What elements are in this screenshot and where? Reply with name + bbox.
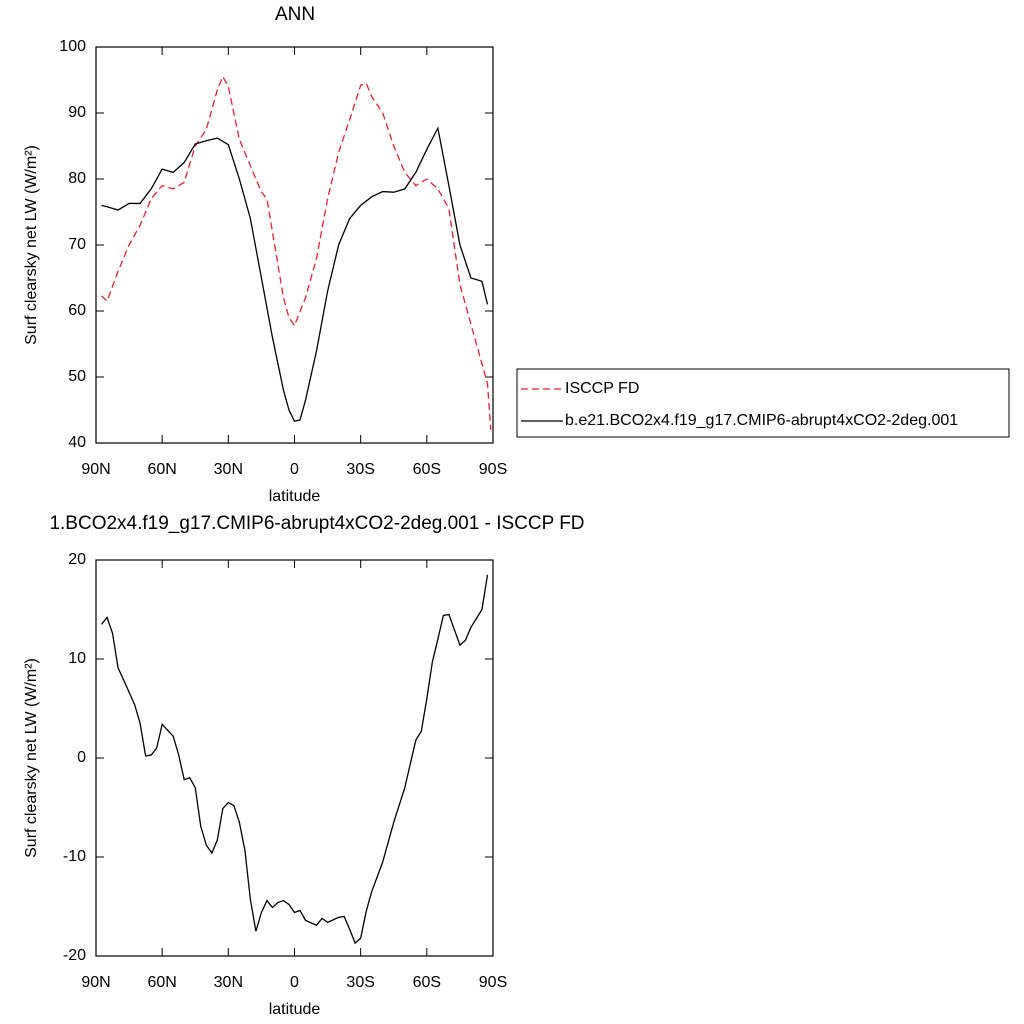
x-tick-label: 30N bbox=[214, 974, 243, 991]
chart-title: 1.BCO2x4.f19_g17.CMIP6-abrupt4xCO2-2deg.… bbox=[49, 513, 584, 534]
y-tick-label: 70 bbox=[68, 236, 86, 253]
y-tick-label: 60 bbox=[68, 302, 86, 319]
y-tick-label: 100 bbox=[59, 38, 86, 55]
x-tick-label: 90N bbox=[81, 461, 110, 478]
chart-title: ANN bbox=[275, 4, 315, 25]
y-axis-label: Surf clearsky net LW (W/m²) bbox=[23, 658, 40, 858]
legend-box bbox=[516, 368, 1010, 438]
y-tick-label: 40 bbox=[68, 434, 86, 451]
x-tick-label: 0 bbox=[290, 461, 299, 478]
x-tick-label: 0 bbox=[290, 974, 299, 991]
x-tick-label: 90S bbox=[479, 461, 507, 478]
y-tick-label: 10 bbox=[68, 650, 86, 667]
y-tick-label: 90 bbox=[68, 104, 86, 121]
y-tick-label: 50 bbox=[68, 368, 86, 385]
y-tick-label: -10 bbox=[63, 848, 86, 865]
x-tick-label: 90N bbox=[81, 974, 110, 991]
x-tick-label: 60S bbox=[413, 974, 441, 991]
plot-frame bbox=[95, 559, 494, 957]
legend-label: ISCCP FD bbox=[565, 380, 639, 397]
y-tick-label: 80 bbox=[68, 170, 86, 187]
data-line bbox=[101, 574, 489, 945]
x-tick-label: 90S bbox=[479, 974, 507, 991]
y-tick-label: 0 bbox=[77, 749, 86, 766]
x-tick-label: 60N bbox=[147, 974, 176, 991]
y-tick-label: 20 bbox=[68, 551, 86, 568]
x-tick-label: 60S bbox=[413, 461, 441, 478]
plot-frame bbox=[95, 46, 494, 444]
x-tick-label: 30S bbox=[346, 974, 374, 991]
x-axis-label: latitude bbox=[269, 1001, 321, 1018]
data-line bbox=[101, 126, 489, 422]
x-tick-label: 60N bbox=[147, 461, 176, 478]
legend-label: b.e21.BCO2x4.f19_g17.CMIP6-abrupt4xCO2-2… bbox=[565, 412, 958, 429]
y-axis-label: Surf clearsky net LW (W/m²) bbox=[23, 145, 40, 345]
x-axis-label: latitude bbox=[269, 488, 321, 505]
data-line bbox=[101, 75, 492, 430]
y-tick-label: -20 bbox=[63, 947, 86, 964]
x-tick-label: 30N bbox=[214, 461, 243, 478]
x-tick-label: 30S bbox=[346, 461, 374, 478]
